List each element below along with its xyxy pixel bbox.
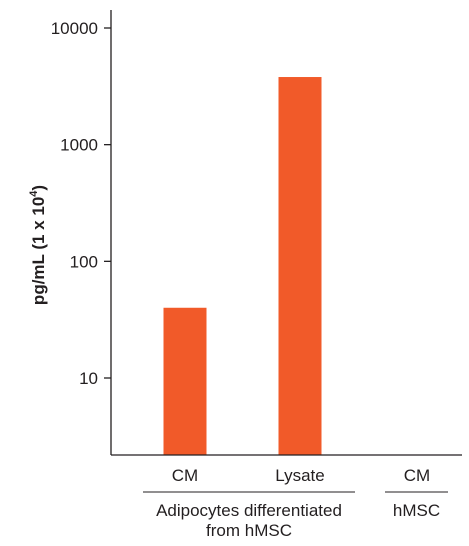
y-axis-label-end: ) — [29, 185, 48, 191]
y-tick-label: 100 — [70, 252, 98, 271]
x-category-label: CM — [172, 466, 198, 485]
x-category-label: Lysate — [275, 466, 324, 485]
group-label-line2: from hMSC — [206, 521, 292, 540]
x-category-label: CM — [404, 466, 430, 485]
bar — [163, 307, 207, 455]
x-axis: CM Lysate CM — [111, 454, 462, 485]
y-axis-label: pg/mL (1 x 104) — [28, 185, 48, 305]
y-axis-label-superscript: 4 — [28, 190, 40, 197]
y-axis: 10 100 1000 10000 — [51, 10, 112, 455]
y-tick-label: 10000 — [51, 19, 98, 38]
y-axis-label-main: pg/mL (1 x 10 — [29, 197, 48, 305]
y-tick-label: 1000 — [60, 136, 98, 155]
bar — [278, 77, 322, 456]
bars — [163, 77, 322, 456]
y-tick-label: 10 — [79, 369, 98, 388]
group-label: hMSC — [393, 501, 440, 520]
group-label: Adipocytes differentiated — [156, 501, 342, 520]
